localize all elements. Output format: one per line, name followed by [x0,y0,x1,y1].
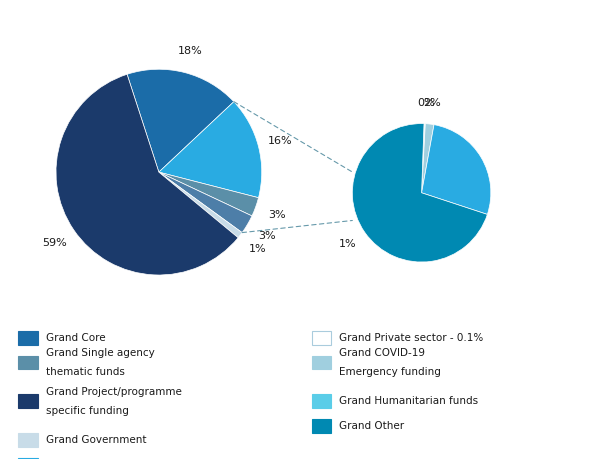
Text: 1%: 1% [249,244,267,254]
Text: Grand Private sector - 0.1%: Grand Private sector - 0.1% [339,333,483,343]
Text: Grand Project/programme: Grand Project/programme [46,386,181,397]
Text: 59%: 59% [43,238,67,248]
Bar [18,433,38,447]
Text: 0%: 0% [417,98,434,108]
Wedge shape [159,172,252,233]
Wedge shape [422,123,425,193]
Text: thematic funds: thematic funds [46,367,125,377]
Text: Grand Humanitarian funds: Grand Humanitarian funds [339,396,478,406]
Text: 18%: 18% [178,45,202,56]
Bar [312,419,331,433]
Text: Emergency funding: Emergency funding [339,367,441,377]
Bar [312,356,331,369]
Text: 3%: 3% [258,231,276,241]
Text: specific funding: specific funding [46,406,129,416]
Text: 3%: 3% [268,210,286,220]
Text: Grand Other: Grand Other [339,421,404,431]
Bar [18,331,38,345]
Bar [18,394,38,408]
Wedge shape [159,102,262,198]
Bar [312,331,331,345]
Text: 2%: 2% [423,98,441,108]
Text: Grand COVID-19: Grand COVID-19 [339,348,425,358]
Wedge shape [353,123,488,262]
Wedge shape [422,125,491,214]
Bar [18,356,38,369]
Wedge shape [127,69,234,172]
Wedge shape [159,172,258,216]
Bar [18,458,38,459]
Wedge shape [422,123,434,193]
Text: Grand Single agency: Grand Single agency [46,348,155,358]
Text: 1%: 1% [339,239,357,249]
Text: 16%: 16% [268,136,293,146]
Text: Grand Government: Grand Government [46,435,146,445]
Text: Grand Core: Grand Core [46,333,106,343]
Wedge shape [159,172,242,238]
Wedge shape [56,74,238,275]
Bar [312,394,331,408]
